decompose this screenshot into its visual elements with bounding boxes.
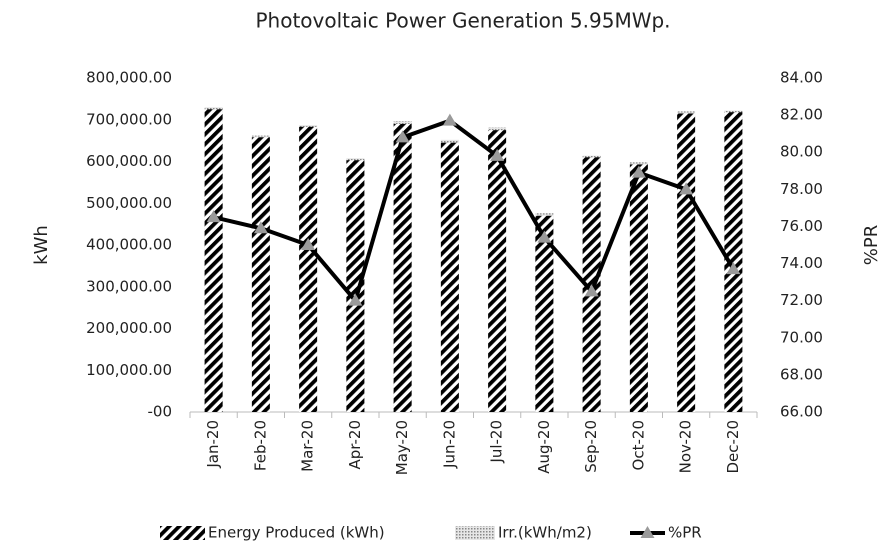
bar [724, 112, 743, 413]
x-tick-label: Feb-20 [251, 420, 269, 471]
bar [346, 160, 365, 412]
bar [629, 164, 648, 412]
x-tick-label: Jun-20 [440, 420, 458, 469]
y2-tick-label: 72.00 [780, 291, 823, 309]
marker [253, 221, 268, 234]
marker [490, 148, 505, 161]
x-tick-label: Sep-20 [582, 420, 600, 473]
marker [442, 113, 457, 126]
y2-axis-title: %PR [861, 225, 882, 265]
marker [679, 182, 694, 195]
x-tick-label: Nov-20 [677, 420, 695, 473]
x-tick-label: Aug-20 [535, 420, 553, 474]
y-tick-label: 300,000.00 [86, 277, 172, 295]
y2-tick-label: 76.00 [780, 217, 823, 235]
x-tick-label: Oct-20 [629, 420, 647, 470]
y2-tick-label: 68.00 [780, 365, 823, 383]
y2-tick-label: 74.00 [780, 254, 823, 272]
y-tick-label: 100,000.00 [86, 361, 172, 379]
y2-tick-label: 70.00 [780, 328, 823, 346]
y-tick-label: 600,000.00 [86, 152, 172, 170]
bar [393, 123, 412, 413]
y2-tick-label: 84.00 [780, 69, 823, 87]
line [213, 118, 736, 303]
marker [726, 262, 741, 275]
y2-tick-label: 66.00 [780, 403, 823, 421]
legend-swatch [160, 526, 205, 540]
marker [206, 210, 221, 223]
y-tick-label: 400,000.00 [86, 236, 172, 254]
x-tick-label: Dec-20 [724, 420, 742, 474]
y2-tick-label: 80.00 [780, 143, 823, 161]
marker [395, 130, 410, 143]
bar [677, 113, 696, 413]
y2-tick-label: 82.00 [780, 106, 823, 124]
x-tick-label: Jul-20 [488, 420, 506, 464]
bar [535, 215, 554, 412]
legend-label: Irr.(kWh/m2) [498, 524, 592, 542]
marker [584, 284, 599, 297]
y2-tick-label: 78.00 [780, 180, 823, 198]
legend-label: Energy Produced (kWh) [208, 524, 385, 542]
x-tick-label: Apr-20 [346, 420, 364, 470]
y-axis-title: kWh [31, 225, 52, 265]
marker [348, 293, 363, 306]
bar [251, 137, 270, 412]
legend-label: %PR [668, 524, 702, 542]
marker [301, 238, 316, 250]
y-tick-label: 700,000.00 [86, 110, 172, 128]
y-tick-label: -00 [148, 403, 173, 421]
x-tick-label: Jan-20 [204, 420, 222, 469]
x-tick-label: Mar-20 [299, 420, 317, 472]
y-tick-label: 200,000.00 [86, 319, 172, 337]
bar [440, 142, 459, 412]
y-tick-label: 800,000.00 [86, 69, 172, 87]
legend-swatch [455, 526, 495, 540]
bar [488, 130, 507, 412]
x-tick-label: May-20 [393, 420, 411, 475]
legend-marker [640, 526, 655, 538]
marker [631, 165, 646, 178]
y-tick-label: 500,000.00 [86, 194, 172, 212]
bar [299, 126, 318, 412]
marker [537, 230, 552, 243]
chart-title: Photovoltaic Power Generation 5.95MWp. [255, 9, 670, 33]
bar [204, 109, 223, 412]
